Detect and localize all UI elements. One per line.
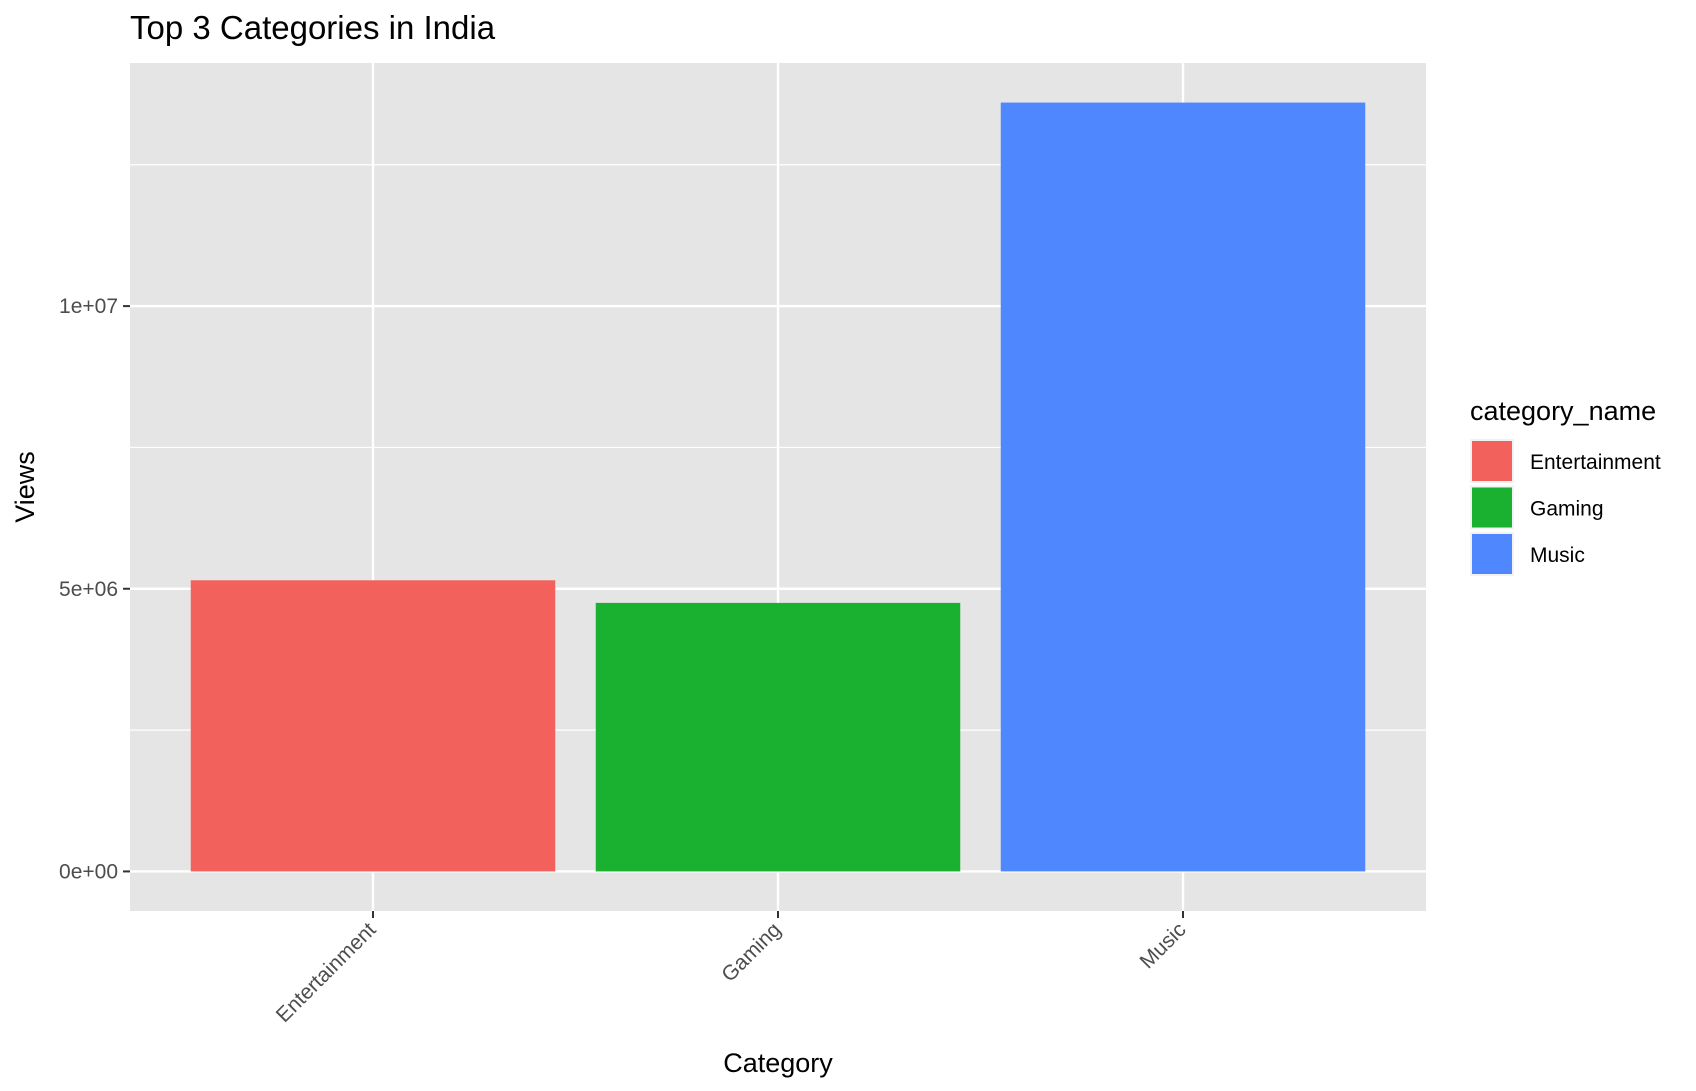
legend-swatch-music: [1472, 534, 1512, 574]
y-tick-label: 0e+00: [59, 860, 118, 883]
legend-swatch-gaming: [1472, 487, 1512, 528]
legend-swatch-entertainment: [1472, 441, 1512, 481]
y-tick-label: 5e+06: [59, 578, 118, 601]
legend: category_name Entertainment Gaming Music: [1470, 396, 1661, 576]
bar-music: [1000, 102, 1366, 872]
x-axis: Entertainment Gaming Music: [272, 911, 1191, 1027]
x-tick-label: Entertainment: [272, 918, 381, 1027]
y-axis: 0e+00 5e+06 1e+07: [59, 295, 130, 883]
bars: [190, 102, 1366, 872]
bar-entertainment: [190, 580, 556, 872]
y-axis-title: Views: [10, 451, 40, 523]
bar-gaming: [595, 602, 961, 872]
x-axis-title: Category: [723, 1048, 833, 1078]
chart-title: Top 3 Categories in India: [130, 9, 496, 46]
legend-label: Music: [1530, 544, 1585, 567]
legend-items: Entertainment Gaming Music: [1470, 439, 1661, 576]
x-tick-label: Gaming: [717, 918, 785, 986]
y-tick-label: 1e+07: [59, 295, 118, 318]
x-tick-label: Music: [1135, 918, 1190, 973]
legend-label: Entertainment: [1530, 451, 1661, 474]
legend-label: Gaming: [1530, 498, 1604, 521]
legend-title: category_name: [1470, 396, 1656, 426]
